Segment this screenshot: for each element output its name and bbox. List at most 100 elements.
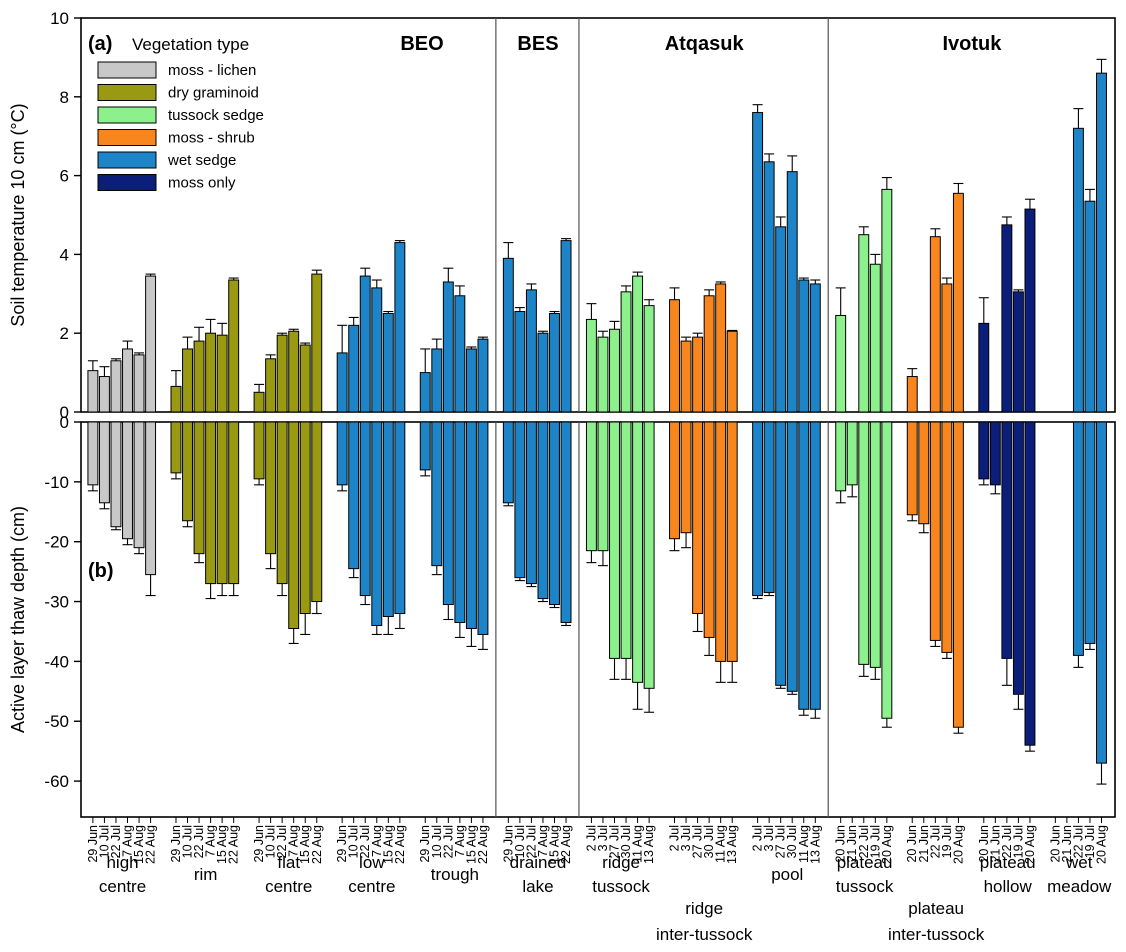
date-label: 22 Jul <box>441 825 455 858</box>
thaw-bar <box>1001 421 1013 659</box>
date-label: 29 Jun <box>418 825 432 863</box>
temp-bar <box>348 324 360 413</box>
thaw-bar <box>371 421 383 626</box>
group-label: inter-tussock <box>888 925 985 944</box>
group-label: inter-tussock <box>656 925 753 944</box>
thaw-bar <box>98 421 110 504</box>
thaw-bar <box>809 421 821 710</box>
thaw-bar <box>205 421 217 585</box>
temp-bar <box>170 385 182 413</box>
thaw-bar <box>382 421 394 618</box>
thaw-bar <box>786 421 798 692</box>
thaw-bar <box>145 421 157 576</box>
temp-bar <box>775 226 787 413</box>
thaw-bar <box>1084 421 1096 644</box>
thaw-bar <box>941 421 953 653</box>
temp-bar <box>692 336 704 413</box>
thaw-bar <box>775 421 787 686</box>
temp-bar <box>465 348 477 413</box>
date-label: 30 Jul <box>702 825 716 858</box>
legend-swatch <box>97 174 157 191</box>
temp-bar <box>431 348 443 413</box>
thaw-bar <box>952 421 964 728</box>
date-label: 3 Jul <box>762 825 776 851</box>
temp-bar <box>798 279 810 413</box>
thaw-bar <box>692 421 704 615</box>
date-label: 7 Aug <box>287 825 301 857</box>
group-label: plateau <box>908 899 964 918</box>
temp-bar <box>643 305 655 413</box>
thaw-bar <box>632 421 644 683</box>
y-tick-label: 4 <box>60 245 69 264</box>
thaw-bar <box>1096 421 1107 764</box>
thaw-bar <box>798 421 810 710</box>
date-label: 3 Jul <box>596 825 610 851</box>
temp-bar <box>537 332 549 413</box>
date-label: 10 Jul <box>430 825 444 858</box>
thaw-bar <box>918 421 930 525</box>
temp-bar <box>881 188 893 413</box>
group-label: plateau <box>837 853 893 872</box>
group-label: low <box>359 853 385 872</box>
y-tick-label: 6 <box>60 167 69 186</box>
thaw-bar <box>122 421 133 540</box>
date-label: 11 Aug <box>797 825 811 863</box>
thaw-bar <box>549 421 560 606</box>
date-label: 15 Aug <box>381 825 395 864</box>
date-label: 22 Aug <box>310 825 324 864</box>
temp-bar <box>715 283 727 413</box>
date-label: 27 Jul <box>608 825 622 858</box>
temp-bar <box>145 275 157 413</box>
date-label: 22 Jul <box>275 825 289 858</box>
temp-bar <box>726 330 738 413</box>
temp-bar <box>514 311 526 413</box>
temp-bar <box>1072 127 1084 413</box>
temp-bar <box>752 112 764 413</box>
thaw-bar <box>609 421 620 659</box>
y-tick-label: 10 <box>50 9 69 28</box>
date-label: 2 Jul <box>584 825 598 851</box>
date-label: 22 Aug <box>393 825 407 864</box>
date-label: 11 Aug <box>631 825 645 863</box>
temp-bar <box>1024 208 1036 413</box>
panel-a-soil-temperature: 0 2 4 6 8 10 Soil temperature 10 cm (°C) (a) BEO… <box>8 9 1116 422</box>
date-label: 19 Jul <box>1083 825 1097 858</box>
date-label: 7 Aug <box>453 825 467 857</box>
legend-entry: tussock sedge <box>168 107 264 124</box>
site-label: BEO <box>400 33 443 55</box>
temp-bar <box>419 372 431 413</box>
date-label: 15 Aug <box>547 825 561 864</box>
thaw-bar <box>906 421 918 516</box>
group-label: centre <box>99 877 146 896</box>
date-label: 10 Jul <box>97 825 111 858</box>
group-label: centre <box>265 877 312 896</box>
group-label: wet <box>1065 853 1093 872</box>
thaw-bar <box>359 421 371 597</box>
temp-bar <box>477 338 489 413</box>
temp-bar <box>182 348 193 413</box>
date-label: 22 Jul <box>1071 825 1085 858</box>
temp-bar <box>632 275 644 413</box>
date-label: 11 Aug <box>714 825 728 863</box>
date-label: 29 Jun <box>335 825 349 863</box>
date-label: 3 Jul <box>679 825 693 851</box>
legend-swatch <box>97 151 157 169</box>
temp-bar <box>110 360 122 413</box>
thaw-bar <box>477 421 489 635</box>
date-label: 15 Aug <box>215 825 229 864</box>
thaw-bar <box>87 421 99 486</box>
date-label: 22 Aug <box>476 825 490 864</box>
thaw-bar <box>465 421 477 629</box>
site-label: Ivotuk <box>942 33 1002 55</box>
thaw-bar <box>216 421 228 585</box>
date-label: 20 Aug <box>951 825 965 864</box>
date-label: 7 Aug <box>370 825 384 857</box>
thaw-bar <box>170 421 182 474</box>
y-tick-label: 8 <box>60 88 69 107</box>
date-label: 20 Aug <box>1094 825 1108 864</box>
thaw-bar <box>288 421 300 629</box>
thaw-bar <box>881 421 893 719</box>
thaw-bar <box>597 421 609 552</box>
date-label: 21 Jun <box>917 825 931 863</box>
thaw-bar <box>846 421 858 486</box>
